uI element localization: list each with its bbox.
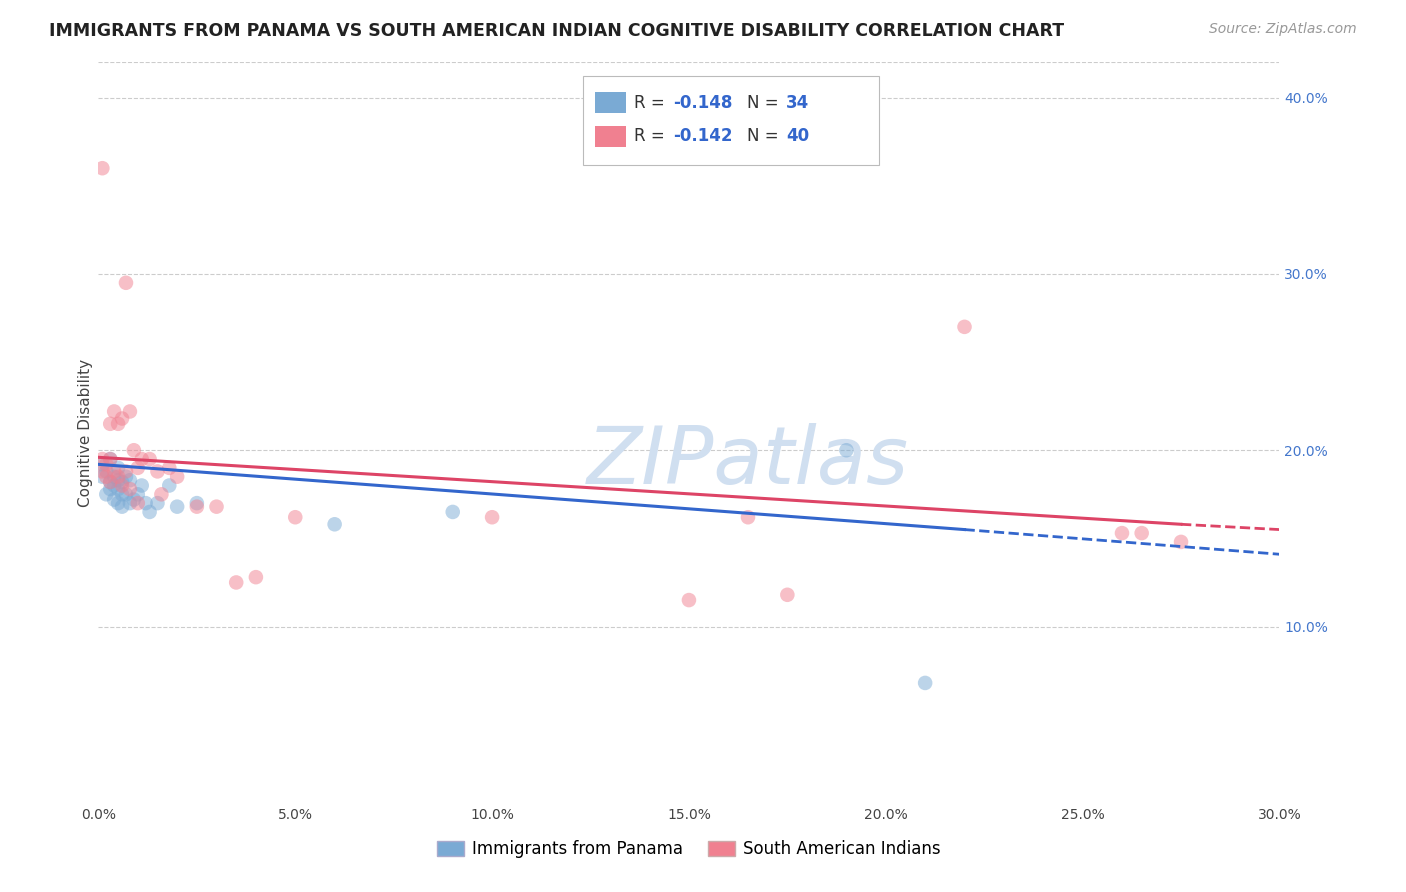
- Point: [284, 510, 307, 524]
- Point: [135, 496, 157, 510]
- Point: [98, 452, 121, 467]
- Point: [111, 478, 134, 492]
- Point: [150, 487, 173, 501]
- Text: -0.148: -0.148: [673, 94, 733, 112]
- Point: [441, 505, 464, 519]
- Point: [107, 417, 129, 431]
- Text: ZIPatlas: ZIPatlas: [586, 423, 910, 501]
- Point: [115, 487, 138, 501]
- Point: [127, 461, 149, 475]
- Point: [186, 500, 208, 514]
- Point: [118, 404, 141, 418]
- Point: [146, 496, 169, 510]
- Point: [122, 492, 145, 507]
- Point: [98, 482, 121, 496]
- Point: [96, 469, 118, 483]
- Text: 40: 40: [786, 128, 808, 145]
- Text: N =: N =: [747, 128, 783, 145]
- Point: [118, 496, 141, 510]
- Point: [225, 575, 247, 590]
- Point: [1111, 526, 1133, 541]
- Point: [1170, 535, 1192, 549]
- Point: [776, 588, 799, 602]
- Point: [186, 496, 208, 510]
- Point: [91, 458, 114, 472]
- Point: [96, 487, 118, 501]
- Point: [205, 500, 228, 514]
- Point: [157, 478, 180, 492]
- Text: R =: R =: [634, 94, 671, 112]
- Point: [118, 482, 141, 496]
- Point: [127, 496, 149, 510]
- Point: [98, 475, 121, 489]
- Point: [953, 319, 976, 334]
- Point: [107, 496, 129, 510]
- Point: [138, 505, 160, 519]
- Point: [835, 443, 858, 458]
- Point: [103, 492, 125, 507]
- Point: [245, 570, 267, 584]
- Point: [115, 469, 138, 483]
- Point: [737, 510, 759, 524]
- Text: -0.142: -0.142: [673, 128, 733, 145]
- Point: [103, 469, 125, 483]
- Text: N =: N =: [747, 94, 783, 112]
- Point: [107, 482, 129, 496]
- Point: [138, 452, 160, 467]
- Point: [111, 487, 134, 501]
- Text: R =: R =: [634, 128, 671, 145]
- Point: [91, 161, 114, 176]
- Point: [91, 464, 114, 478]
- Legend: Immigrants from Panama, South American Indians: Immigrants from Panama, South American I…: [430, 833, 948, 865]
- Point: [481, 510, 503, 524]
- Point: [103, 464, 125, 478]
- Point: [103, 478, 125, 492]
- Point: [166, 469, 188, 483]
- Point: [323, 517, 346, 532]
- Point: [103, 404, 125, 418]
- Text: IMMIGRANTS FROM PANAMA VS SOUTH AMERICAN INDIAN COGNITIVE DISABILITY CORRELATION: IMMIGRANTS FROM PANAMA VS SOUTH AMERICAN…: [49, 22, 1064, 40]
- Point: [111, 411, 134, 425]
- Y-axis label: Cognitive Disability: Cognitive Disability: [77, 359, 93, 507]
- Point: [1130, 526, 1153, 541]
- Point: [127, 487, 149, 501]
- Point: [115, 276, 138, 290]
- Point: [98, 475, 121, 489]
- Point: [111, 500, 134, 514]
- Point: [107, 469, 129, 483]
- Point: [91, 469, 114, 483]
- Point: [131, 478, 153, 492]
- Point: [107, 473, 129, 487]
- Point: [96, 458, 118, 472]
- Point: [115, 464, 138, 478]
- Point: [91, 452, 114, 467]
- Point: [146, 464, 169, 478]
- Point: [122, 443, 145, 458]
- Point: [98, 452, 121, 467]
- Point: [157, 461, 180, 475]
- Point: [166, 500, 188, 514]
- Point: [111, 475, 134, 489]
- Text: Source: ZipAtlas.com: Source: ZipAtlas.com: [1209, 22, 1357, 37]
- Point: [96, 464, 118, 478]
- Point: [914, 676, 936, 690]
- Text: 34: 34: [786, 94, 810, 112]
- Point: [98, 417, 121, 431]
- Point: [131, 452, 153, 467]
- Point: [678, 593, 700, 607]
- Point: [107, 461, 129, 475]
- Point: [118, 473, 141, 487]
